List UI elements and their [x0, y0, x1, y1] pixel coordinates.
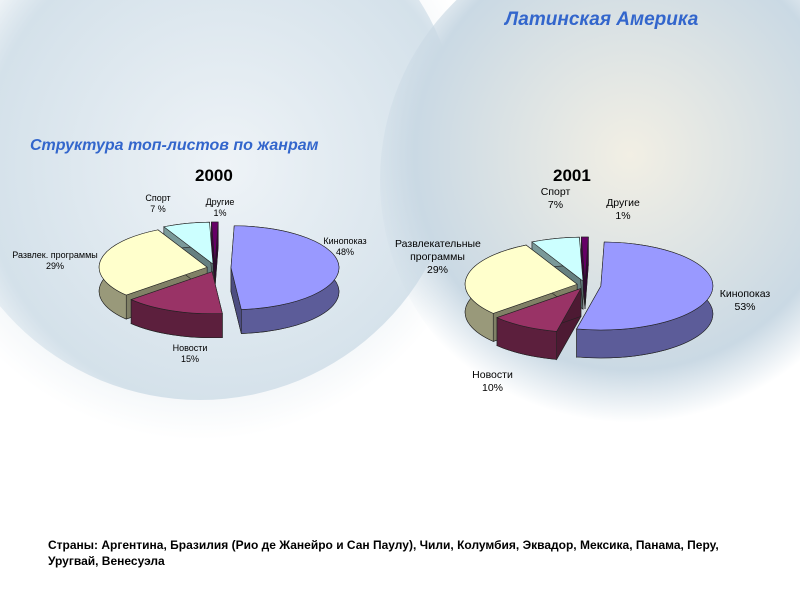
- slice: [576, 241, 714, 331]
- slice-value: 1%: [213, 208, 227, 219]
- slice-value: 29%: [45, 261, 64, 272]
- slice-name: Спорт: [145, 193, 171, 203]
- slice: [163, 221, 214, 265]
- slice-name: Кинопоказ: [719, 288, 771, 300]
- slice-value: 1%: [615, 210, 631, 223]
- slice-label: Другие 1%: [200, 197, 240, 220]
- slice-label: Развлекательные программы 29%: [395, 238, 481, 277]
- slice-value: 15%: [180, 354, 199, 365]
- slice: [580, 236, 589, 282]
- slice-name: Развлек. программы: [12, 250, 98, 260]
- slice-label: Спорт 7 %: [133, 193, 183, 216]
- slice-value: 53%: [734, 301, 756, 314]
- slice-value: 7%: [547, 199, 564, 212]
- slice-value: 29%: [426, 264, 448, 277]
- slice-name: Развлекательные программы: [395, 238, 481, 264]
- slice-label: Другие 1%: [598, 197, 648, 223]
- slice: [130, 271, 223, 315]
- slice-value: 48%: [335, 247, 354, 258]
- slice-label: Новости 10%: [460, 369, 525, 395]
- slice-name: Спорт: [540, 186, 571, 198]
- slice: [496, 287, 582, 332]
- slice-value: 7 %: [150, 204, 166, 215]
- slice-name: Кинопоказ: [323, 236, 367, 246]
- slide-title: Латинская Америка: [505, 9, 699, 30]
- slice: [98, 229, 208, 296]
- slice-label: Развлек. программы 29%: [5, 250, 105, 273]
- slice-label: Спорт 7%: [528, 186, 583, 212]
- slice-name: Новости: [172, 343, 208, 353]
- slice-name: Другие: [205, 197, 235, 207]
- slice: [230, 225, 340, 310]
- chart-title: 2000: [195, 166, 233, 185]
- slice-label: Кинопоказ 53%: [715, 288, 775, 314]
- slice: [531, 236, 584, 282]
- slice-name: Другие: [606, 197, 640, 209]
- slice-name: Новости: [472, 369, 513, 381]
- slice: [464, 244, 578, 314]
- slice-label: Новости 15%: [160, 343, 220, 366]
- footnote: Страны: Аргентина, Бразилия (Рио де Жане…: [48, 538, 719, 569]
- slice-value: 10%: [481, 382, 503, 395]
- chart-title: 2001: [553, 166, 591, 185]
- slice-label: Кинопоказ 48%: [315, 236, 375, 259]
- subtitle: Структура топ-листов по жанрам: [30, 137, 319, 154]
- slice: [211, 221, 219, 265]
